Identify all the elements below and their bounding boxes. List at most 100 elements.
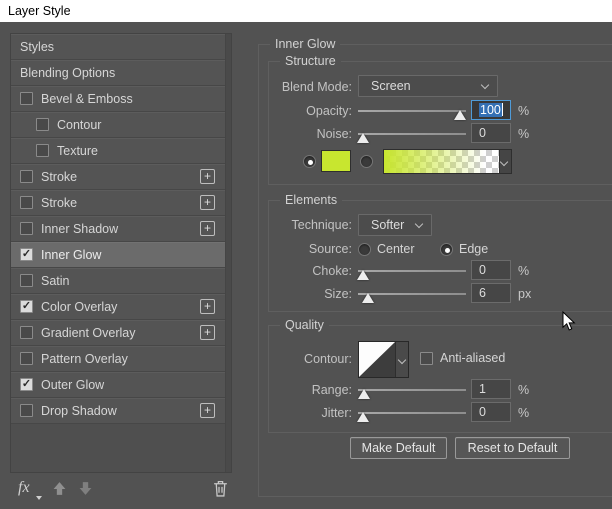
unchecked-checkbox[interactable] <box>20 326 33 339</box>
checked-checkbox[interactable]: ✓ <box>20 300 33 313</box>
source-edge-radio[interactable] <box>440 243 453 256</box>
unchecked-checkbox[interactable] <box>20 352 33 365</box>
unchecked-checkbox[interactable] <box>20 92 33 105</box>
add-effect-plus-icon[interactable]: + <box>200 195 215 210</box>
reset-to-default-button[interactable]: Reset to Default <box>455 437 570 459</box>
sidebar-item-label: Styles <box>20 39 55 54</box>
make-default-button[interactable]: Make Default <box>350 437 447 459</box>
add-effect-plus-icon[interactable]: + <box>200 221 215 236</box>
technique-value: Softer <box>371 218 405 232</box>
delete-effect-icon[interactable] <box>213 480 228 500</box>
solid-color-radio[interactable] <box>303 155 316 168</box>
styles-list-panel: Styles Blending Options Bevel & Emboss Cont… <box>10 33 232 473</box>
anti-aliased-checkbox[interactable] <box>420 352 433 365</box>
sidebar-item-inner-glow[interactable]: ✓ Inner Glow <box>11 242 226 268</box>
technique-label: Technique: <box>291 218 352 232</box>
size-label: Size: <box>324 287 352 301</box>
technique-select[interactable]: Softer <box>358 214 432 236</box>
move-effect-down-icon[interactable] <box>78 481 93 499</box>
sidebar-item-contour[interactable]: Contour <box>11 112 226 138</box>
gradient-preview[interactable] <box>384 150 499 173</box>
unchecked-checkbox[interactable] <box>36 144 49 157</box>
effects-toolbar: fx <box>10 478 232 502</box>
jitter-unit: % <box>518 406 530 420</box>
inner-glow-groupbox <box>258 44 612 497</box>
fx-icon[interactable]: fx <box>18 479 30 496</box>
source-edge-label[interactable]: Edge <box>459 242 489 256</box>
checked-checkbox[interactable]: ✓ <box>20 378 33 391</box>
sidebar-item-label: Color Overlay <box>41 299 118 314</box>
blend-mode-select[interactable]: Screen <box>358 75 498 97</box>
contour-picker[interactable] <box>358 341 409 378</box>
add-effect-plus-icon[interactable]: + <box>200 403 215 418</box>
sidebar-item-stroke-5[interactable]: Stroke + <box>11 164 226 190</box>
glow-color-swatch[interactable] <box>321 150 351 172</box>
sidebar-item-stroke-6[interactable]: Stroke + <box>11 190 226 216</box>
opacity-label: Opacity: <box>306 104 352 118</box>
sidebar-item-label: Gradient Overlay <box>41 325 136 340</box>
size-slider-thumb[interactable] <box>361 293 374 303</box>
source-center-label[interactable]: Center <box>377 242 415 256</box>
range-slider-thumb[interactable] <box>358 389 371 399</box>
sidebar-item-pattern-overlay[interactable]: Pattern Overlay <box>11 346 226 372</box>
noise-slider-thumb[interactable] <box>357 133 370 143</box>
add-effect-plus-icon[interactable]: + <box>200 325 215 340</box>
gradient-dropdown[interactable] <box>499 150 511 173</box>
unchecked-checkbox[interactable] <box>36 118 49 131</box>
choke-slider[interactable] <box>357 270 466 280</box>
add-effect-plus-icon[interactable]: + <box>200 299 215 314</box>
opacity-input[interactable]: 100 <box>471 100 511 120</box>
unchecked-checkbox[interactable] <box>20 196 33 209</box>
sidebar-item-satin[interactable]: Satin <box>11 268 226 294</box>
opacity-slider[interactable] <box>358 110 466 120</box>
move-effect-up-icon[interactable] <box>52 481 67 499</box>
range-slider[interactable] <box>358 389 466 399</box>
source-center-radio[interactable] <box>358 243 371 256</box>
checked-checkbox[interactable]: ✓ <box>20 248 33 261</box>
choke-input[interactable]: 0 <box>471 260 511 280</box>
add-effect-plus-icon[interactable]: + <box>200 169 215 184</box>
gradient-radio[interactable] <box>360 155 373 168</box>
jitter-label: Jitter: <box>321 406 352 420</box>
jitter-slider-thumb[interactable] <box>357 412 370 422</box>
choke-slider-thumb[interactable] <box>357 270 370 280</box>
sidebar-item-drop-shadow[interactable]: Drop Shadow + <box>11 398 226 424</box>
choke-unit: % <box>518 264 530 278</box>
sidebar-item-gradient-overlay[interactable]: Gradient Overlay + <box>11 320 226 346</box>
unchecked-checkbox[interactable] <box>20 274 33 287</box>
noise-label: Noise: <box>316 127 352 141</box>
blend-mode-label: Blend Mode: <box>281 80 352 94</box>
blend-mode-value: Screen <box>371 79 411 93</box>
range-unit: % <box>518 383 530 397</box>
structure-title: Structure <box>280 54 341 69</box>
jitter-slider[interactable] <box>357 412 466 422</box>
sidebar-item-texture[interactable]: Texture <box>11 138 226 164</box>
sidebar-item-color-overlay[interactable]: ✓ Color Overlay + <box>11 294 226 320</box>
quality-title: Quality <box>280 318 329 333</box>
gradient-picker[interactable] <box>383 149 512 174</box>
jitter-input[interactable]: 0 <box>471 402 511 422</box>
noise-input[interactable]: 0 <box>471 123 511 143</box>
unchecked-checkbox[interactable] <box>20 222 33 235</box>
chevron-down-icon <box>397 355 407 365</box>
sidebar-item-label: Bevel & Emboss <box>41 91 133 106</box>
size-slider[interactable] <box>358 293 466 303</box>
sidebar-item-outer-glow[interactable]: ✓ Outer Glow <box>11 372 226 398</box>
opacity-slider-thumb[interactable] <box>453 110 466 120</box>
sidebar-item-inner-shadow[interactable]: Inner Shadow + <box>11 216 226 242</box>
contour-thumbnail[interactable] <box>359 342 395 377</box>
contour-dropdown[interactable] <box>395 342 408 377</box>
noise-slider[interactable] <box>357 133 466 143</box>
size-input[interactable]: 6 <box>471 283 511 303</box>
elements-groupbox <box>268 200 612 312</box>
chevron-down-icon <box>414 219 424 229</box>
styles-list-scrollbar[interactable] <box>225 34 231 472</box>
chevron-down-icon <box>480 80 490 90</box>
unchecked-checkbox[interactable] <box>20 170 33 183</box>
sidebar-item-blending-options[interactable]: Blending Options <box>11 60 226 86</box>
anti-aliased-label[interactable]: Anti-aliased <box>440 351 506 365</box>
sidebar-item-styles[interactable]: Styles <box>11 34 226 60</box>
sidebar-item-bevel-emboss[interactable]: Bevel & Emboss <box>11 86 226 112</box>
range-input[interactable]: 1 <box>471 379 511 399</box>
unchecked-checkbox[interactable] <box>20 404 33 417</box>
